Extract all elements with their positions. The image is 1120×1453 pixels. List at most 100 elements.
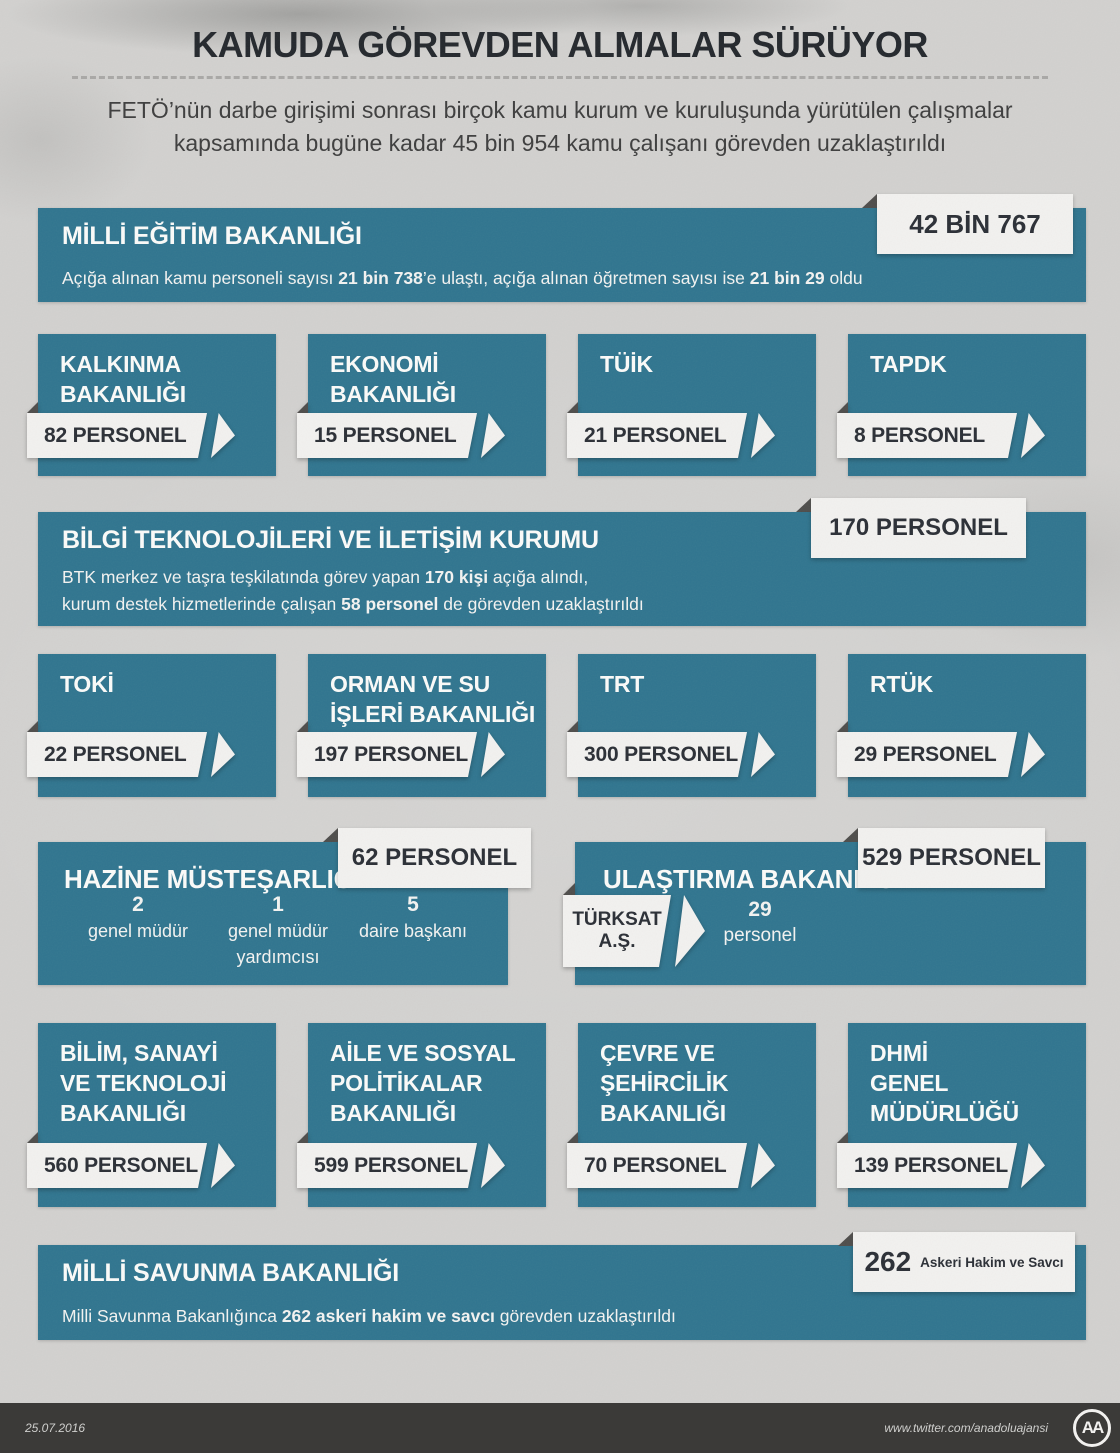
ribbon-value: 21 PERSONEL	[567, 413, 747, 458]
ribbon-arrow-icon	[751, 1143, 775, 1188]
box-title: EKONOMİ BAKANLIĞI	[330, 351, 456, 407]
page-title: KAMUDA GÖREVDEN ALMALAR SÜRÜYOR	[192, 24, 928, 65]
desc-bold: 21 bin 29	[749, 268, 825, 288]
box-title: RTÜK	[870, 671, 934, 697]
box-title: ÇEVRE VE ŞEHİRCİLİK BAKANLIĞI	[600, 1040, 729, 1126]
desc-bold: 58 personel	[341, 594, 439, 614]
badge-btk: 170 PERSONEL	[811, 498, 1026, 558]
turksat-ribbon: TÜRKSAT A.Ş.	[563, 895, 705, 967]
desc-line-2: kurum destek hizmetlerinde çalışan 58 pe…	[62, 591, 644, 618]
box-ekonomi-bakanligi: EKONOMİ BAKANLIĞI 15 PERSONEL	[308, 334, 546, 476]
badge-value: 170 PERSONEL	[829, 514, 1008, 541]
box-title: BİLGİ TEKNOLOJİLERİ VE İLETİŞİM KURUMU	[62, 526, 599, 554]
ribbon-arrow-icon	[751, 413, 775, 458]
badge-ulastirma: 529 PERSONEL	[858, 828, 1045, 888]
ribbon-value: 197 PERSONEL	[297, 732, 477, 777]
box-title: BİLİM, SANAYİ VE TEKNOLOJİ BAKANLIĞI	[60, 1040, 227, 1126]
box-title: DHMİ GENEL MÜDÜRLÜĞÜ	[870, 1040, 1019, 1126]
ribbon-value: 22 PERSONEL	[27, 732, 207, 777]
box-title: TOKİ	[60, 671, 114, 697]
box-title: MİLLİ SAVUNMA BAKANLIĞI	[62, 1259, 400, 1287]
twitter-url: www.twitter.com/anadoluajansi	[884, 1421, 1048, 1435]
badge-value: 529 PERSONEL	[862, 844, 1041, 871]
box-aile-sosyal-politikalar: AİLE VE SOSYAL POLİTİKALAR BAKANLIĞI 599…	[308, 1023, 546, 1207]
box-rtuk: RTÜK 29 PERSONEL	[848, 654, 1086, 797]
box-tapdk: TAPDK 8 PERSONEL	[848, 334, 1086, 476]
item-label: genel müdür	[87, 921, 189, 941]
badge-value: 42 BİN 767	[909, 208, 1041, 239]
box-title: TRT	[600, 671, 645, 697]
personnel-ribbon: 300 PERSONEL	[567, 732, 775, 777]
box-title: KALKINMA BAKANLIĞI	[60, 351, 186, 407]
ribbon-value: 82 PERSONEL	[27, 413, 207, 458]
box-title: MİLLİ EĞİTİM BAKANLIĞI	[62, 222, 362, 250]
desc-text: oldu	[824, 268, 863, 288]
item-count: 1	[272, 893, 284, 916]
box-orman-su-isleri: ORMAN VE SU İŞLERİ BAKANLIĞI 197 PERSONE…	[308, 654, 546, 797]
desc-bold: 21 bin 738	[338, 268, 423, 288]
desc-text: BTK merkez ve taşra teşkilatında görev y…	[62, 567, 425, 587]
box-title: TAPDK	[870, 351, 947, 377]
box-dhmi: DHMİ GENEL MÜDÜRLÜĞÜ 139 PERSONEL	[848, 1023, 1086, 1207]
box-title: AİLE VE SOSYAL POLİTİKALAR BAKANLIĞI	[330, 1040, 516, 1126]
ribbon-arrow-icon	[751, 732, 775, 777]
box-description: BTK merkez ve taşra teşkilatında görev y…	[62, 564, 644, 618]
hazine-item: 1 genel müdür yardımcısı	[203, 892, 353, 970]
ribbon-value: 70 PERSONEL	[567, 1143, 747, 1188]
item-label: genel müdür yardımcısı	[227, 921, 329, 967]
ribbon-arrow-icon	[211, 732, 235, 777]
box-title: TÜİK	[600, 351, 653, 377]
ribbon-value: 300 PERSONEL	[567, 732, 747, 777]
personnel-ribbon: 8 PERSONEL	[837, 413, 1045, 458]
item-count: 5	[407, 893, 419, 916]
desc-text: ’e ulaştı, açığa alınan öğretmen sayısı …	[422, 268, 750, 288]
box-hazine-mustesarligi: 62 PERSONEL HAZİNE MÜSTEŞARLIĞI 2 genel …	[38, 828, 531, 985]
ribbon-arrow-icon	[675, 895, 705, 967]
personnel-ribbon: 29 PERSONEL	[837, 732, 1045, 777]
hazine-item: 5 daire başkanı	[343, 892, 483, 944]
badge-value: 262	[864, 1246, 912, 1277]
desc-text: de görevden uzaklaştırıldı	[438, 594, 644, 614]
row-ministries-3: BİLİM, SANAYİ VE TEKNOLOJİ BAKANLIĞI 560…	[0, 1023, 1120, 1207]
box-trt: TRT 300 PERSONEL	[578, 654, 816, 797]
box-milli-egitim-bakanligi: 42 BİN 767 MİLLİ EĞİTİM BAKANLIĞI Açığa …	[38, 194, 1086, 302]
ribbon-arrow-icon	[211, 413, 235, 458]
box-kalkinma-bakanligi: KALKINMA BAKANLIĞI 82 PERSONEL	[38, 334, 276, 476]
box-ulastirma-bakanligi: 529 PERSONEL ULAŞTIRMA BAKANLIĞI TÜRKSAT…	[575, 828, 1086, 985]
desc-text: kurum destek hizmetlerinde çalışan	[62, 594, 342, 614]
badge-label: Askeri Hakim ve Savcı	[920, 1254, 1064, 1270]
ribbon-arrow-icon	[1021, 732, 1045, 777]
box-btk: 170 PERSONEL BİLGİ TEKNOLOJİLERİ VE İLET…	[38, 498, 1086, 626]
ribbon-arrow-icon	[481, 1143, 505, 1188]
ribbon-value: 139 PERSONEL	[837, 1143, 1017, 1188]
row-ministries-1: KALKINMA BAKANLIĞI 82 PERSONEL EKONOMİ B…	[0, 334, 1120, 476]
item-count: 29	[748, 898, 772, 921]
personnel-ribbon: 21 PERSONEL	[567, 413, 775, 458]
desc-line-1: BTK merkez ve taşra teşkilatında görev y…	[62, 564, 644, 591]
box-description: Açığa alınan kamu personeli sayısı 21 bi…	[62, 265, 863, 292]
ribbon-value: 8 PERSONEL	[837, 413, 1017, 458]
footer-bar: 25.07.2016 www.twitter.com/anadoluajansi…	[0, 1403, 1120, 1453]
footer-date: 25.07.2016	[25, 1421, 86, 1435]
hazine-item: 2 genel müdür	[68, 892, 208, 944]
ribbon-arrow-icon	[211, 1143, 235, 1188]
badge-milli-egitim: 42 BİN 767	[877, 194, 1073, 254]
ribbon-value: 599 PERSONEL	[297, 1143, 477, 1188]
desc-text: Açığa alınan kamu personeli sayısı	[62, 268, 339, 288]
ribbon-arrow-icon	[1021, 1143, 1045, 1188]
ribbon-value: 560 PERSONEL	[27, 1143, 207, 1188]
ribbon-arrow-icon	[1021, 413, 1045, 458]
badge-hazine: 62 PERSONEL	[338, 828, 531, 888]
box-description: Milli Savunma Bakanlığınca 262 askeri ha…	[62, 1303, 676, 1330]
personnel-ribbon: 70 PERSONEL	[567, 1143, 775, 1188]
item-label: daire başkanı	[358, 921, 468, 941]
box-tuik: TÜİK 21 PERSONEL	[578, 334, 816, 476]
dashed-divider	[72, 76, 1048, 79]
turksat-count: 29 personel	[705, 897, 815, 949]
desc-bold: 262 askeri hakim ve savcı	[281, 1306, 495, 1326]
item-label: personel	[723, 925, 797, 946]
item-count: 2	[132, 893, 144, 916]
ribbon-value: 29 PERSONEL	[837, 732, 1017, 777]
box-cevre-sehircilik: ÇEVRE VE ŞEHİRCİLİK BAKANLIĞI 70 PERSONE…	[578, 1023, 816, 1207]
badge-milli-savunma: 262 Askeri Hakim ve Savcı	[853, 1232, 1075, 1292]
